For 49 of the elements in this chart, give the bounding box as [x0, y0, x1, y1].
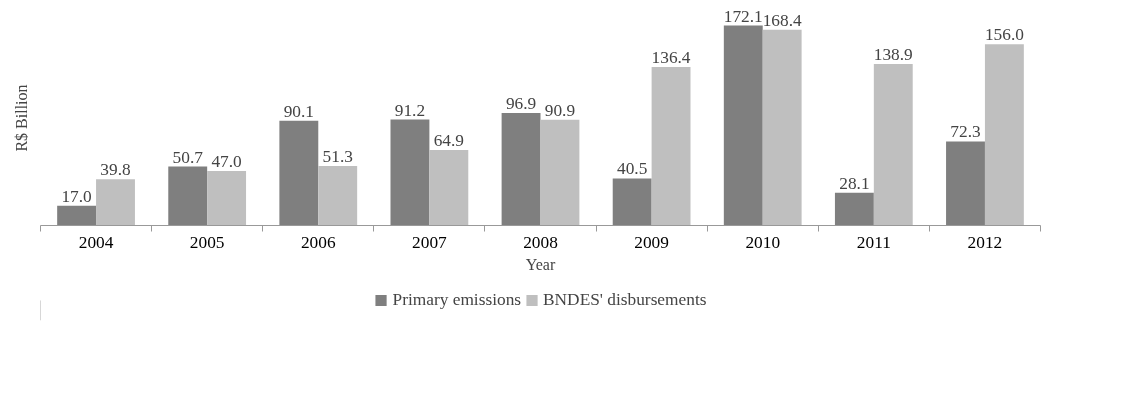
data-label: 40.5	[617, 159, 648, 179]
legend-label: Primary emissions	[392, 290, 522, 310]
bar	[651, 66, 691, 226]
x-tick-label: 2009	[634, 232, 669, 252]
bar	[429, 150, 469, 226]
data-label: 50.7	[172, 147, 204, 167]
data-label: 168.4	[762, 10, 802, 30]
data-label: 64.9	[433, 131, 464, 151]
data-label: 72.3	[950, 122, 981, 142]
x-tick-label: 2011	[856, 232, 891, 252]
bar	[57, 205, 97, 226]
x-tick-label: 2007	[412, 232, 448, 252]
bar	[723, 25, 763, 226]
x-axis-title: Year	[525, 255, 556, 273]
bar	[612, 178, 652, 226]
bar	[540, 119, 580, 226]
data-label: 156.0	[984, 25, 1024, 45]
data-label: 39.8	[100, 160, 131, 180]
x-tick-label: 2004	[78, 232, 114, 252]
bar	[207, 170, 247, 226]
bar	[390, 119, 430, 226]
data-label: 28.1	[839, 173, 870, 193]
bar	[946, 141, 985, 226]
x-tick-label: 2010	[745, 232, 781, 252]
legend-label: BNDES' disbursements	[543, 290, 707, 310]
data-label: 90.9	[544, 100, 576, 120]
data-label: 138.9	[873, 45, 913, 65]
bar	[501, 112, 541, 226]
data-label: 172.1	[723, 6, 763, 26]
data-label: 17.0	[61, 186, 92, 206]
bar	[834, 192, 874, 226]
x-tick-label: 2008	[523, 232, 558, 252]
bar	[279, 120, 319, 226]
data-label: 136.4	[651, 47, 691, 67]
bar	[762, 29, 802, 226]
bar	[984, 44, 1024, 226]
data-label: 47.0	[211, 151, 242, 171]
x-tick-label: 2005	[189, 232, 225, 252]
data-label: 90.1	[283, 101, 314, 121]
y-axis-title: R$ Billion	[12, 84, 30, 152]
data-label: 91.2	[394, 100, 426, 120]
bar	[318, 165, 358, 226]
bar	[873, 64, 913, 226]
x-tick-label: 2006	[300, 232, 336, 252]
data-label: 51.3	[322, 146, 353, 166]
bar	[168, 166, 208, 226]
bar	[96, 179, 135, 226]
data-label: 96.9	[505, 93, 537, 113]
x-tick-label: 2012	[967, 232, 1003, 252]
